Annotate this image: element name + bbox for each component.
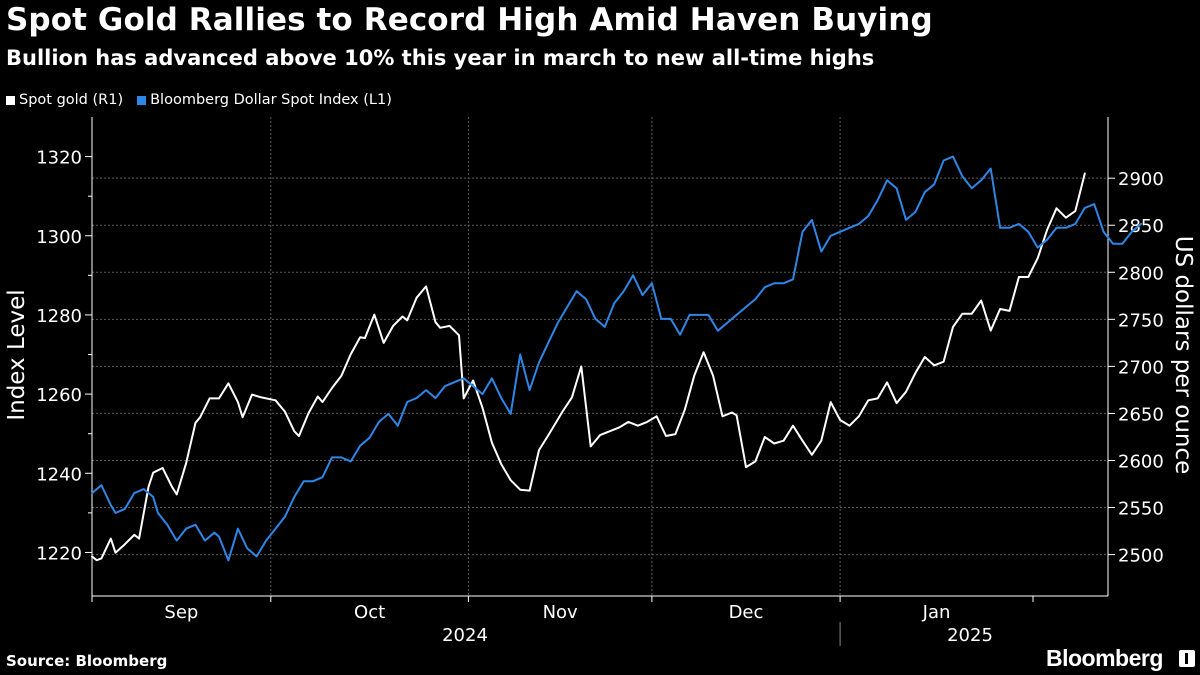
y-right-tick-label: 2500 [1118,546,1164,567]
x-tick-label-month: Jan [922,602,951,623]
axes: 2500 2550 2600 2650 2700 2750 2800 2850 2900 1220… [36,117,1164,646]
bloomberg-terminal-icon [1179,650,1195,667]
legend-swatch-gold [6,95,15,105]
x-tick-label-month: Nov [543,602,578,623]
legend: Spot gold (R1) Bloomberg Dollar Spot Ind… [6,92,406,108]
legend-label-gold: Spot gold (R1) [19,92,124,108]
x-tick-label-month: Oct [354,602,385,623]
y-right-axis-label: US dollars per ounce [1170,236,1196,475]
y-left-tick-label: 1320 [36,148,82,169]
legend-item-gold: Spot gold (R1) [6,92,123,108]
y-right-tick-label: 2650 [1118,404,1164,425]
x-tick-label-year: 2025 [947,625,993,646]
chart-title: Spot Gold Rallies to Record High Amid Ha… [6,2,933,38]
y-left-axis-label: Index Level [4,289,30,420]
y-left-tick-label: 1240 [36,464,82,485]
y-right-tick-label: 2750 [1118,310,1164,331]
y-right-tick-label: 2850 [1118,216,1164,237]
y-left-tick-label: 1300 [36,227,82,248]
legend-swatch-dollar [137,95,147,105]
series-lines [91,155,1143,562]
source-note: Source: Bloomberg [6,652,168,670]
x-tick-label-month: Dec [729,602,764,623]
series-line-dollar-index [91,155,1143,562]
y-left-tick-label: 1260 [36,385,82,406]
chart-subtitle: Bullion has advanced above 10% this year… [6,46,875,70]
y-right-tick-label: 2600 [1118,451,1164,472]
x-tick-label-year: 2024 [442,625,488,646]
y-left-tick-label: 1220 [36,543,82,564]
x-tick-label-month: Sep [164,602,198,623]
grid-lines [92,117,1108,596]
bloomberg-logo: Bloomberg [1046,645,1163,671]
legend-label-dollar: Bloomberg Dollar Spot Index (L1) [150,92,392,108]
y-right-tick-label: 2550 [1118,499,1164,520]
y-right-tick-label: 2800 [1118,263,1164,284]
legend-item-dollar: Bloomberg Dollar Spot Index (L1) [137,92,392,108]
y-right-tick-label: 2700 [1118,357,1164,378]
y-right-tick-label: 2900 [1118,169,1164,190]
series-line-spot-gold [91,172,1086,562]
y-left-tick-label: 1280 [36,306,82,327]
